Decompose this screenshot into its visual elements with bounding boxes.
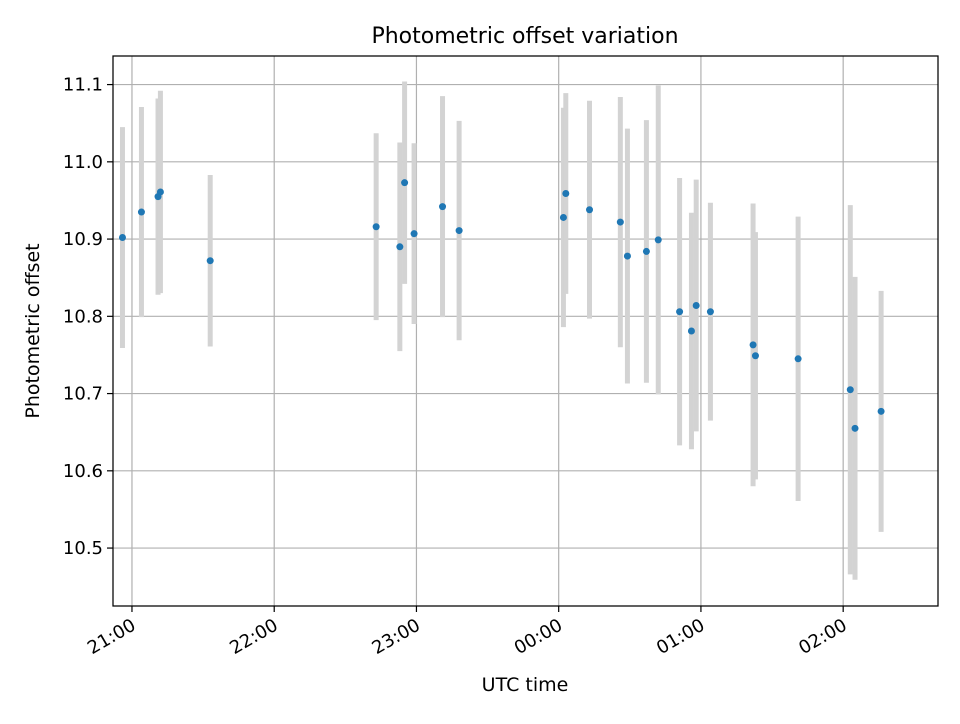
y-axis: 10.5 10.6 10.7 10.8 10.9 11.0 11.1	[63, 75, 113, 559]
y-tick-label: 10.8	[63, 306, 103, 327]
data-point	[410, 230, 418, 238]
data-point	[586, 206, 594, 214]
data-point	[137, 208, 145, 216]
y-axis-label: Photometric offset	[22, 243, 44, 418]
chart-title: Photometric offset variation	[371, 24, 678, 49]
data-point	[118, 234, 126, 242]
data-point	[623, 252, 631, 260]
data-point	[851, 424, 859, 432]
data-markers	[118, 179, 885, 432]
data-point	[156, 188, 164, 196]
data-point	[749, 341, 757, 349]
data-point	[206, 257, 214, 265]
data-point	[642, 247, 650, 255]
x-tick-label: 23:00	[369, 615, 424, 659]
y-tick-label: 11.0	[63, 152, 103, 173]
data-point	[559, 213, 567, 221]
data-point	[692, 302, 700, 310]
data-point	[687, 327, 695, 335]
data-point	[616, 218, 624, 226]
y-tick-label: 11.1	[63, 75, 103, 96]
data-point	[396, 243, 404, 251]
y-tick-label: 10.5	[63, 538, 103, 559]
x-tick-label: 22:00	[226, 615, 281, 659]
x-tick-label: 02:00	[795, 615, 850, 659]
plot-frame	[112, 55, 939, 607]
data-point	[401, 179, 409, 187]
grid-lines	[113, 56, 938, 606]
x-tick-label: 00:00	[511, 615, 566, 659]
error-bars	[119, 81, 884, 580]
x-axis-label: UTC time	[482, 674, 569, 696]
x-tick-label: 21:00	[84, 615, 139, 659]
data-point	[654, 236, 662, 244]
data-point	[846, 386, 854, 394]
x-axis: 21:00 22:00 23:00 00:00 01:00 02:00	[84, 606, 851, 659]
data-point	[372, 223, 380, 231]
data-point	[751, 352, 759, 360]
data-point	[706, 308, 714, 316]
data-point	[562, 190, 570, 197]
data-point	[794, 355, 802, 363]
x-tick-label: 01:00	[653, 615, 708, 659]
y-tick-label: 10.9	[63, 229, 103, 250]
data-point	[439, 203, 447, 211]
data-point	[455, 227, 463, 235]
data-point	[676, 308, 684, 316]
data-point	[877, 407, 885, 415]
y-tick-label: 10.7	[63, 384, 103, 405]
y-tick-label: 10.6	[63, 461, 103, 482]
